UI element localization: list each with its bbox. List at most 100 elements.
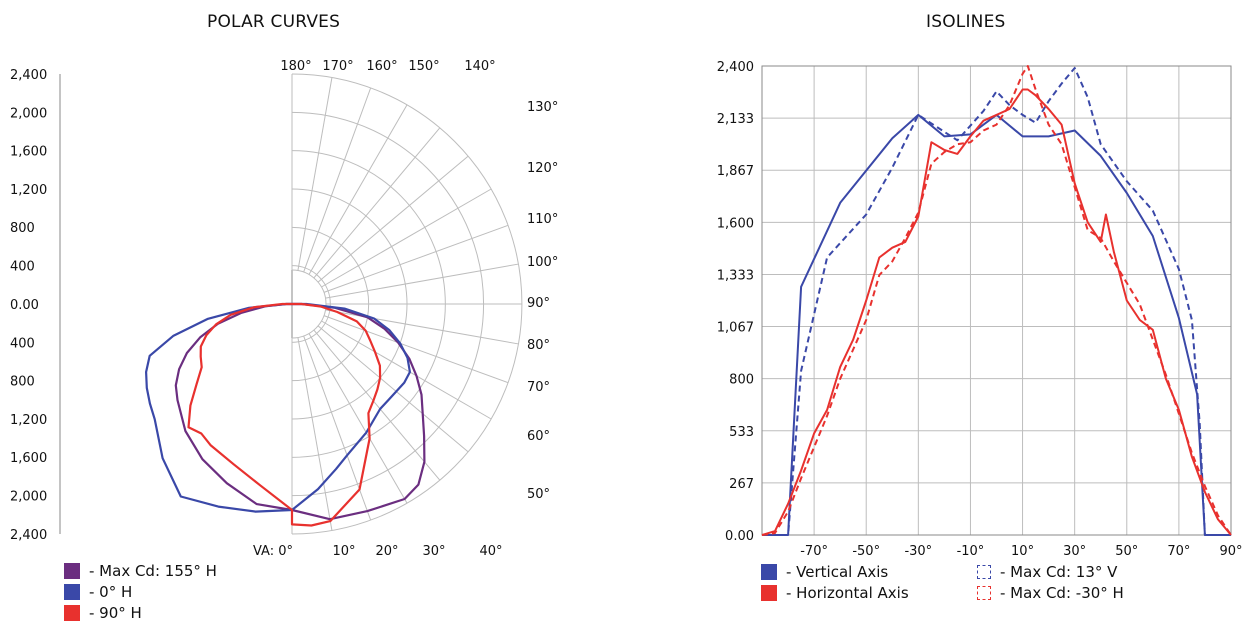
polar-intensity-tick: 2,400 (10, 68, 47, 83)
iso-series-line-1 (762, 67, 1231, 536)
polar-series-line-2 (187, 302, 382, 527)
polar-spoke (323, 224, 509, 293)
isolines-legend-solid: - Vertical Axis - Horizontal Axis (761, 561, 909, 603)
polar-angle-tick: VA: 0° (253, 544, 293, 559)
legend-item-0h: - 0° H (64, 581, 217, 602)
legend-swatch-blue (64, 583, 80, 600)
iso-y-tick: 1,333 (717, 268, 754, 283)
polar-angle-tick: 130° (527, 100, 558, 115)
iso-y-tick: 1,067 (717, 321, 754, 336)
polar-series (145, 302, 426, 527)
legend-label: - 0° H (89, 582, 133, 601)
iso-series-line-0 (762, 113, 1231, 536)
legend-swatch-blue-dashed (977, 564, 991, 579)
iso-y-tick: 2,133 (717, 112, 754, 127)
polar-spoke (325, 309, 519, 345)
polar-intensity-tick: 800 (10, 375, 35, 390)
legend-swatch-red (761, 584, 777, 601)
legend-item-vertical-axis: - Vertical Axis (761, 561, 909, 582)
polar-intensity-tick: 2,000 (10, 490, 47, 505)
polar-legend: - Max Cd: 155° H - 0° H - 90° H (64, 560, 217, 623)
polar-spoke (297, 337, 333, 531)
polar-intensity-tick: 800 (10, 221, 35, 236)
polar-spoke (313, 127, 441, 279)
iso-x-tick: 50° (1115, 544, 1138, 559)
iso-x-tick: -50° (852, 544, 880, 559)
polar-spoke (321, 320, 492, 420)
polar-angle-tick: 60° (527, 429, 550, 444)
iso-x-tick: 10° (1011, 544, 1034, 559)
polar-spoke (323, 315, 509, 384)
polar-angle-tick: 170° (322, 59, 353, 74)
iso-y-tick: 1,867 (717, 164, 754, 179)
legend-label: - Vertical Axis (786, 562, 889, 581)
polar-chart-title: POLAR CURVES (207, 12, 341, 32)
polar-angle-tick: 160° (366, 59, 397, 74)
polar-angle-tick: 90° (527, 296, 550, 311)
polar-spoke (317, 325, 469, 453)
polar-intensity-ticks: 2,400 2,000 1,600 1,200 800 400 0.00 400 800 1,20… (10, 68, 47, 543)
iso-y-tick: 267 (729, 477, 754, 492)
polar-intensity-tick: 1,200 (10, 413, 47, 428)
polar-angle-labels: 180° 170° 160° 150° 140° 130° 120° 110° 100° 90° 8… (253, 59, 558, 559)
polar-spoke (313, 329, 441, 481)
polar-angle-tick: 20° (375, 544, 398, 559)
iso-y-tick: 0.00 (725, 529, 754, 544)
legend-item-90h: - 90° H (64, 602, 217, 623)
polar-grid (59, 73, 523, 535)
polar-spoke (321, 188, 492, 288)
iso-x-tick: 90° (1219, 544, 1242, 559)
polar-intensity-tick: 1,200 (10, 183, 47, 198)
legend-item-max-cd-13v: - Max Cd: 13° V (977, 561, 1124, 582)
isolines-legend-dashed: - Max Cd: 13° V - Max Cd: -30° H (977, 561, 1124, 603)
iso-x-tick: 70° (1167, 544, 1190, 559)
iso-series-line-3 (761, 65, 1232, 536)
polar-intensity-tick: 1,600 (10, 451, 47, 466)
polar-chart: 2,400 2,000 1,600 1,200 800 400 0.00 400 800 1,20… (10, 59, 558, 559)
polar-angle-tick: 40° (479, 544, 502, 559)
polar-angle-tick: 140° (464, 59, 495, 74)
legend-swatch-red-dashed (977, 585, 991, 600)
polar-spoke (308, 333, 408, 504)
iso-x-tick: 30° (1063, 544, 1086, 559)
isolines-ticks: 0.00 267 533 800 1,067 1,333 1,600 1,867 2,133 2,… (717, 60, 1243, 559)
polar-intensity-tick: 400 (10, 336, 35, 351)
legend-swatch-red (64, 604, 80, 621)
iso-x-tick: -30° (904, 544, 932, 559)
polar-angle-tick: 10° (332, 544, 355, 559)
polar-angle-tick: 180° (280, 59, 311, 74)
polar-angle-tick: 30° (422, 544, 445, 559)
legend-item-max-cd-155: - Max Cd: 155° H (64, 560, 217, 581)
legend-swatch-blue (761, 563, 777, 580)
legend-label: - Max Cd: 13° V (1000, 562, 1118, 581)
legend-label: - 90° H (89, 603, 142, 622)
polar-angle-tick: 70° (527, 380, 550, 395)
legend-item-max-cd-minus30h: - Max Cd: -30° H (977, 582, 1124, 603)
legend-swatch-purple (64, 562, 80, 579)
isolines-grid (761, 65, 1232, 536)
polar-angle-tick: 80° (527, 338, 550, 353)
polar-spoke (297, 77, 333, 271)
iso-y-tick: 1,600 (717, 216, 754, 231)
polar-spoke (325, 263, 519, 299)
legend-item-horizontal-axis: - Horizontal Axis (761, 582, 909, 603)
polar-intensity-tick: 0.00 (10, 298, 39, 313)
iso-x-tick: -70° (800, 544, 828, 559)
iso-series-line-2 (761, 88, 1232, 536)
polar-angle-tick: 110° (527, 212, 558, 227)
isolines-chart-title: ISOLINES (926, 12, 1006, 32)
legend-label: - Max Cd: 155° H (89, 561, 217, 580)
legend-label: - Max Cd: -30° H (1000, 583, 1124, 602)
iso-plot-frame (761, 65, 1232, 536)
polar-intensity-tick: 2,000 (10, 106, 47, 121)
iso-y-tick: 533 (729, 425, 754, 440)
iso-x-tick: -10° (957, 544, 985, 559)
polar-intensity-tick: 2,400 (10, 528, 47, 543)
polar-intensity-tick: 1,600 (10, 145, 47, 160)
iso-y-tick: 800 (729, 373, 754, 388)
polar-spoke (317, 155, 469, 283)
legend-label: - Horizontal Axis (786, 583, 909, 602)
polar-angle-tick: 120° (527, 161, 558, 176)
polar-intensity-tick: 400 (10, 260, 35, 275)
